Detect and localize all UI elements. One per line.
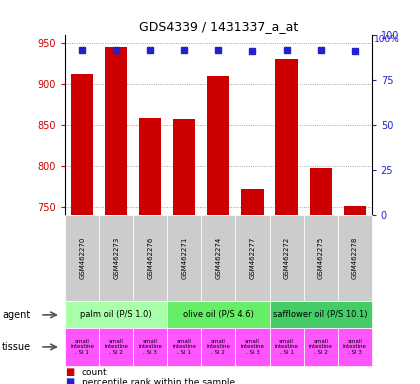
Title: GDS4339 / 1431337_a_at: GDS4339 / 1431337_a_at [139,20,298,33]
Bar [207,76,229,215]
Text: small
intestine
, SI 3: small intestine , SI 3 [138,339,162,355]
Text: tissue: tissue [2,342,31,352]
Bar [310,168,332,215]
Bar [241,189,263,215]
Text: GSM462275: GSM462275 [318,237,323,280]
Text: GSM462274: GSM462274 [215,237,221,280]
Text: ■: ■ [65,367,74,377]
Text: small
intestine
, SI 3: small intestine , SI 3 [343,339,367,355]
Text: GSM462276: GSM462276 [147,237,153,280]
Text: GSM462273: GSM462273 [113,237,119,280]
Text: small
intestine
, SI 2: small intestine , SI 2 [104,339,128,355]
Text: 100%: 100% [374,35,400,43]
Text: agent: agent [2,310,30,320]
Text: small
intestine
, SI 1: small intestine , SI 1 [70,339,94,355]
Text: GSM462271: GSM462271 [181,237,187,280]
Bar [71,74,93,215]
Text: GSM462272: GSM462272 [284,237,289,280]
Bar [139,118,161,215]
Text: small
intestine
, SI 2: small intestine , SI 2 [309,339,333,355]
Bar [276,59,298,215]
Text: small
intestine
, SI 1: small intestine , SI 1 [172,339,196,355]
Bar [173,119,195,215]
Text: GSM462278: GSM462278 [352,237,358,280]
Text: olive oil (P/S 4.6): olive oil (P/S 4.6) [183,310,254,319]
Text: count: count [82,368,108,377]
Text: ■: ■ [65,377,74,384]
Text: GSM462277: GSM462277 [249,237,255,280]
Text: small
intestine
, SI 2: small intestine , SI 2 [207,339,230,355]
Text: safflower oil (P/S 10.1): safflower oil (P/S 10.1) [273,310,368,319]
Text: percentile rank within the sample: percentile rank within the sample [82,377,235,384]
Text: palm oil (P/S 1.0): palm oil (P/S 1.0) [80,310,152,319]
Text: small
intestine
, SI 1: small intestine , SI 1 [275,339,299,355]
Bar [344,206,366,215]
Text: GSM462270: GSM462270 [79,237,85,280]
Bar [105,47,127,215]
Text: small
intestine
, SI 3: small intestine , SI 3 [241,339,265,355]
